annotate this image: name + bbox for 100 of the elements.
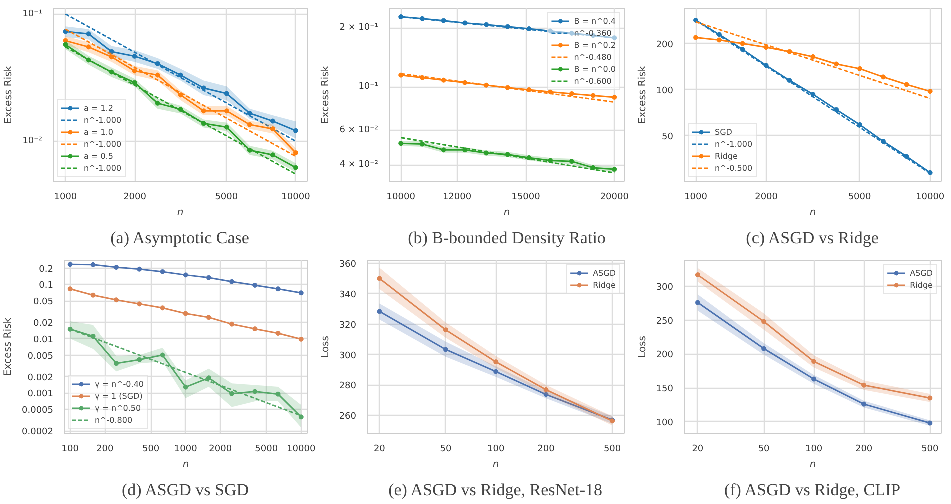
x-tick-label: 20000 xyxy=(600,192,630,202)
point xyxy=(252,282,258,288)
point xyxy=(298,336,304,342)
point xyxy=(810,54,816,60)
x-tick-label: 2000 xyxy=(209,444,232,454)
point xyxy=(132,54,138,59)
point xyxy=(230,322,235,327)
y-tick-label: 250 xyxy=(656,316,674,327)
point xyxy=(276,286,281,292)
point xyxy=(247,122,252,128)
x-tick-label: 2000 xyxy=(755,192,778,202)
point xyxy=(63,42,68,48)
legend-label: n^-0.600 xyxy=(574,76,612,86)
point xyxy=(293,150,298,156)
legend-label: n^-1.000 xyxy=(84,163,122,173)
x-tick-label: 500 xyxy=(922,444,940,454)
y-tick-label: 280 xyxy=(339,382,357,392)
legend-label: n^-0.800 xyxy=(95,415,133,425)
x-tick-label: 200 xyxy=(855,444,873,454)
point xyxy=(569,159,574,164)
point xyxy=(298,414,304,420)
legend-label: a = 0.5 xyxy=(84,151,114,161)
x-tick-label: 500 xyxy=(142,444,160,454)
point xyxy=(109,54,114,60)
x-tick-label: 500 xyxy=(604,444,622,454)
point xyxy=(812,359,817,364)
point xyxy=(230,279,235,284)
text: (b) B-bounded Density Ratio xyxy=(408,228,606,248)
point xyxy=(293,165,298,170)
point xyxy=(68,262,73,268)
y-tick-label: 200 xyxy=(656,350,674,361)
legend-label: a = 1.0 xyxy=(84,127,114,137)
point xyxy=(612,94,618,100)
point xyxy=(132,80,138,86)
x-axis-title: n xyxy=(177,208,184,218)
point xyxy=(114,265,120,270)
point xyxy=(183,311,188,316)
point xyxy=(201,108,206,114)
point xyxy=(132,68,138,74)
point xyxy=(812,376,817,382)
point xyxy=(928,396,933,401)
point xyxy=(183,384,188,390)
x-tick-label: 5000 xyxy=(848,192,872,202)
y-tick-label: 4 × 10⁻² xyxy=(340,160,379,170)
x-tick-label: 100 xyxy=(62,444,80,454)
point xyxy=(441,148,446,153)
legend-label: n^-0.500 xyxy=(715,163,753,173)
legend-label: n^-0.480 xyxy=(574,52,612,62)
point xyxy=(247,110,252,116)
x-tick-label: 50 xyxy=(440,444,452,454)
point xyxy=(880,74,886,80)
y-axis-title: Excess Risk xyxy=(3,318,14,376)
legend-label: γ = 1 (SGD) xyxy=(95,391,143,401)
y-tick-label: 0.01 xyxy=(33,335,54,346)
y-tick-label: 150 xyxy=(656,384,674,395)
x-tick-label: 10000 xyxy=(282,192,311,202)
y-tick-label: 6 × 10⁻² xyxy=(340,126,379,136)
point xyxy=(612,167,618,172)
legend-label: n^-1.000 xyxy=(715,139,753,149)
x-axis-title: n xyxy=(504,208,510,218)
point xyxy=(858,122,863,128)
x-tick-label: 1000 xyxy=(174,444,198,454)
legend-label: n^-1.000 xyxy=(84,115,122,125)
point xyxy=(90,262,96,268)
y-axis-title: Loss xyxy=(637,336,648,358)
x-tick-label: 1000 xyxy=(684,192,708,202)
x-tick-label: 2000 xyxy=(124,192,147,202)
x-tick-label: 5000 xyxy=(255,444,278,454)
point xyxy=(160,352,166,358)
point xyxy=(109,49,114,54)
x-tick-label: 10000 xyxy=(916,192,945,202)
point xyxy=(114,361,120,366)
y-tick-label: 340 xyxy=(339,290,357,300)
x-tick-label: 5000 xyxy=(215,192,238,202)
point xyxy=(810,92,816,98)
y-tick-label: 10⁻¹ xyxy=(358,82,379,92)
y-tick-label: 300 xyxy=(339,351,357,362)
point xyxy=(298,290,304,296)
point xyxy=(155,72,160,78)
point xyxy=(569,91,574,96)
point xyxy=(276,331,281,336)
point xyxy=(224,108,230,114)
y-tick-label: 300 xyxy=(656,283,674,294)
point xyxy=(155,100,160,106)
x-tick-label: 15000 xyxy=(512,192,541,202)
y-axis-title: Excess Risk xyxy=(320,66,332,124)
x-axis-title: n xyxy=(810,460,816,470)
text: (a) Asymptotic Case xyxy=(110,228,250,248)
point xyxy=(858,66,863,72)
y-tick-label: 260 xyxy=(339,412,357,422)
point xyxy=(494,360,499,365)
y-axis-title: Loss xyxy=(320,336,332,358)
point xyxy=(494,369,499,374)
x-axis-title: n xyxy=(182,460,190,470)
text: (e) ASGD vs Ridge, ResNet-18 xyxy=(388,480,602,500)
x-tick-label: 10000 xyxy=(386,192,416,202)
point xyxy=(377,276,382,282)
point xyxy=(293,128,298,134)
point xyxy=(160,269,166,274)
y-tick-label: 0.005 xyxy=(28,352,54,362)
